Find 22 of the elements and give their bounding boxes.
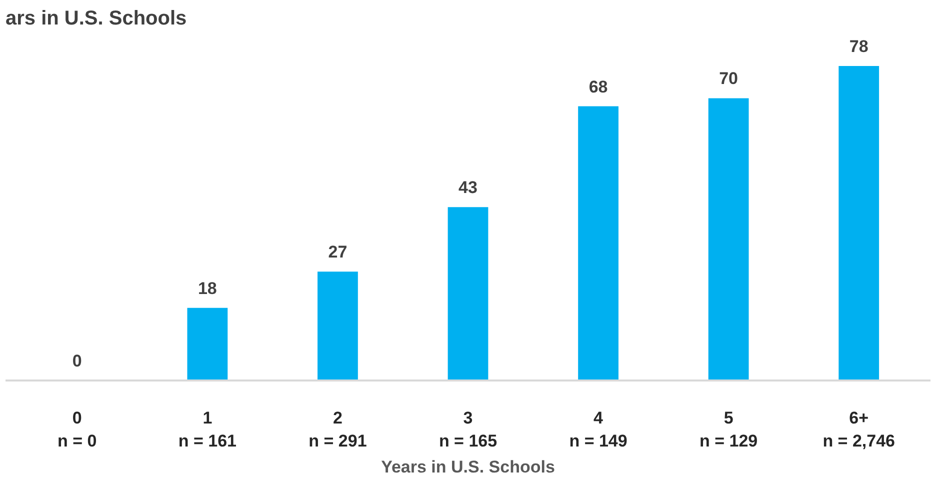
bar: [708, 98, 749, 380]
x-tick-label: 6+ n = 2,746: [822, 408, 896, 450]
x-tick-label: 4 n = 149: [569, 408, 628, 450]
data-label: 0: [72, 352, 82, 370]
x-axis-title: Years in U.S. Schools: [381, 457, 555, 476]
chart-title: ars in U.S. Schools: [6, 8, 187, 30]
data-label: 27: [328, 242, 348, 262]
data-label: 43: [458, 178, 478, 198]
bar: [187, 308, 228, 380]
data-label: 70: [719, 69, 738, 88]
x-tick-label: 2 n = 291: [308, 408, 367, 450]
bar: [578, 106, 618, 380]
x-tick-label: 1 n = 161: [178, 408, 236, 450]
x-tick-label: 5 n = 129: [700, 408, 758, 450]
x-tick-label: 0 n = 0: [58, 408, 97, 450]
x-tick-label: 3 n = 165: [438, 408, 498, 450]
bar: [318, 272, 358, 380]
bar: [448, 207, 488, 380]
data-label: 78: [849, 36, 868, 56]
data-label: 18: [198, 278, 217, 298]
data-label: 68: [588, 77, 608, 96]
bar: [838, 66, 880, 380]
